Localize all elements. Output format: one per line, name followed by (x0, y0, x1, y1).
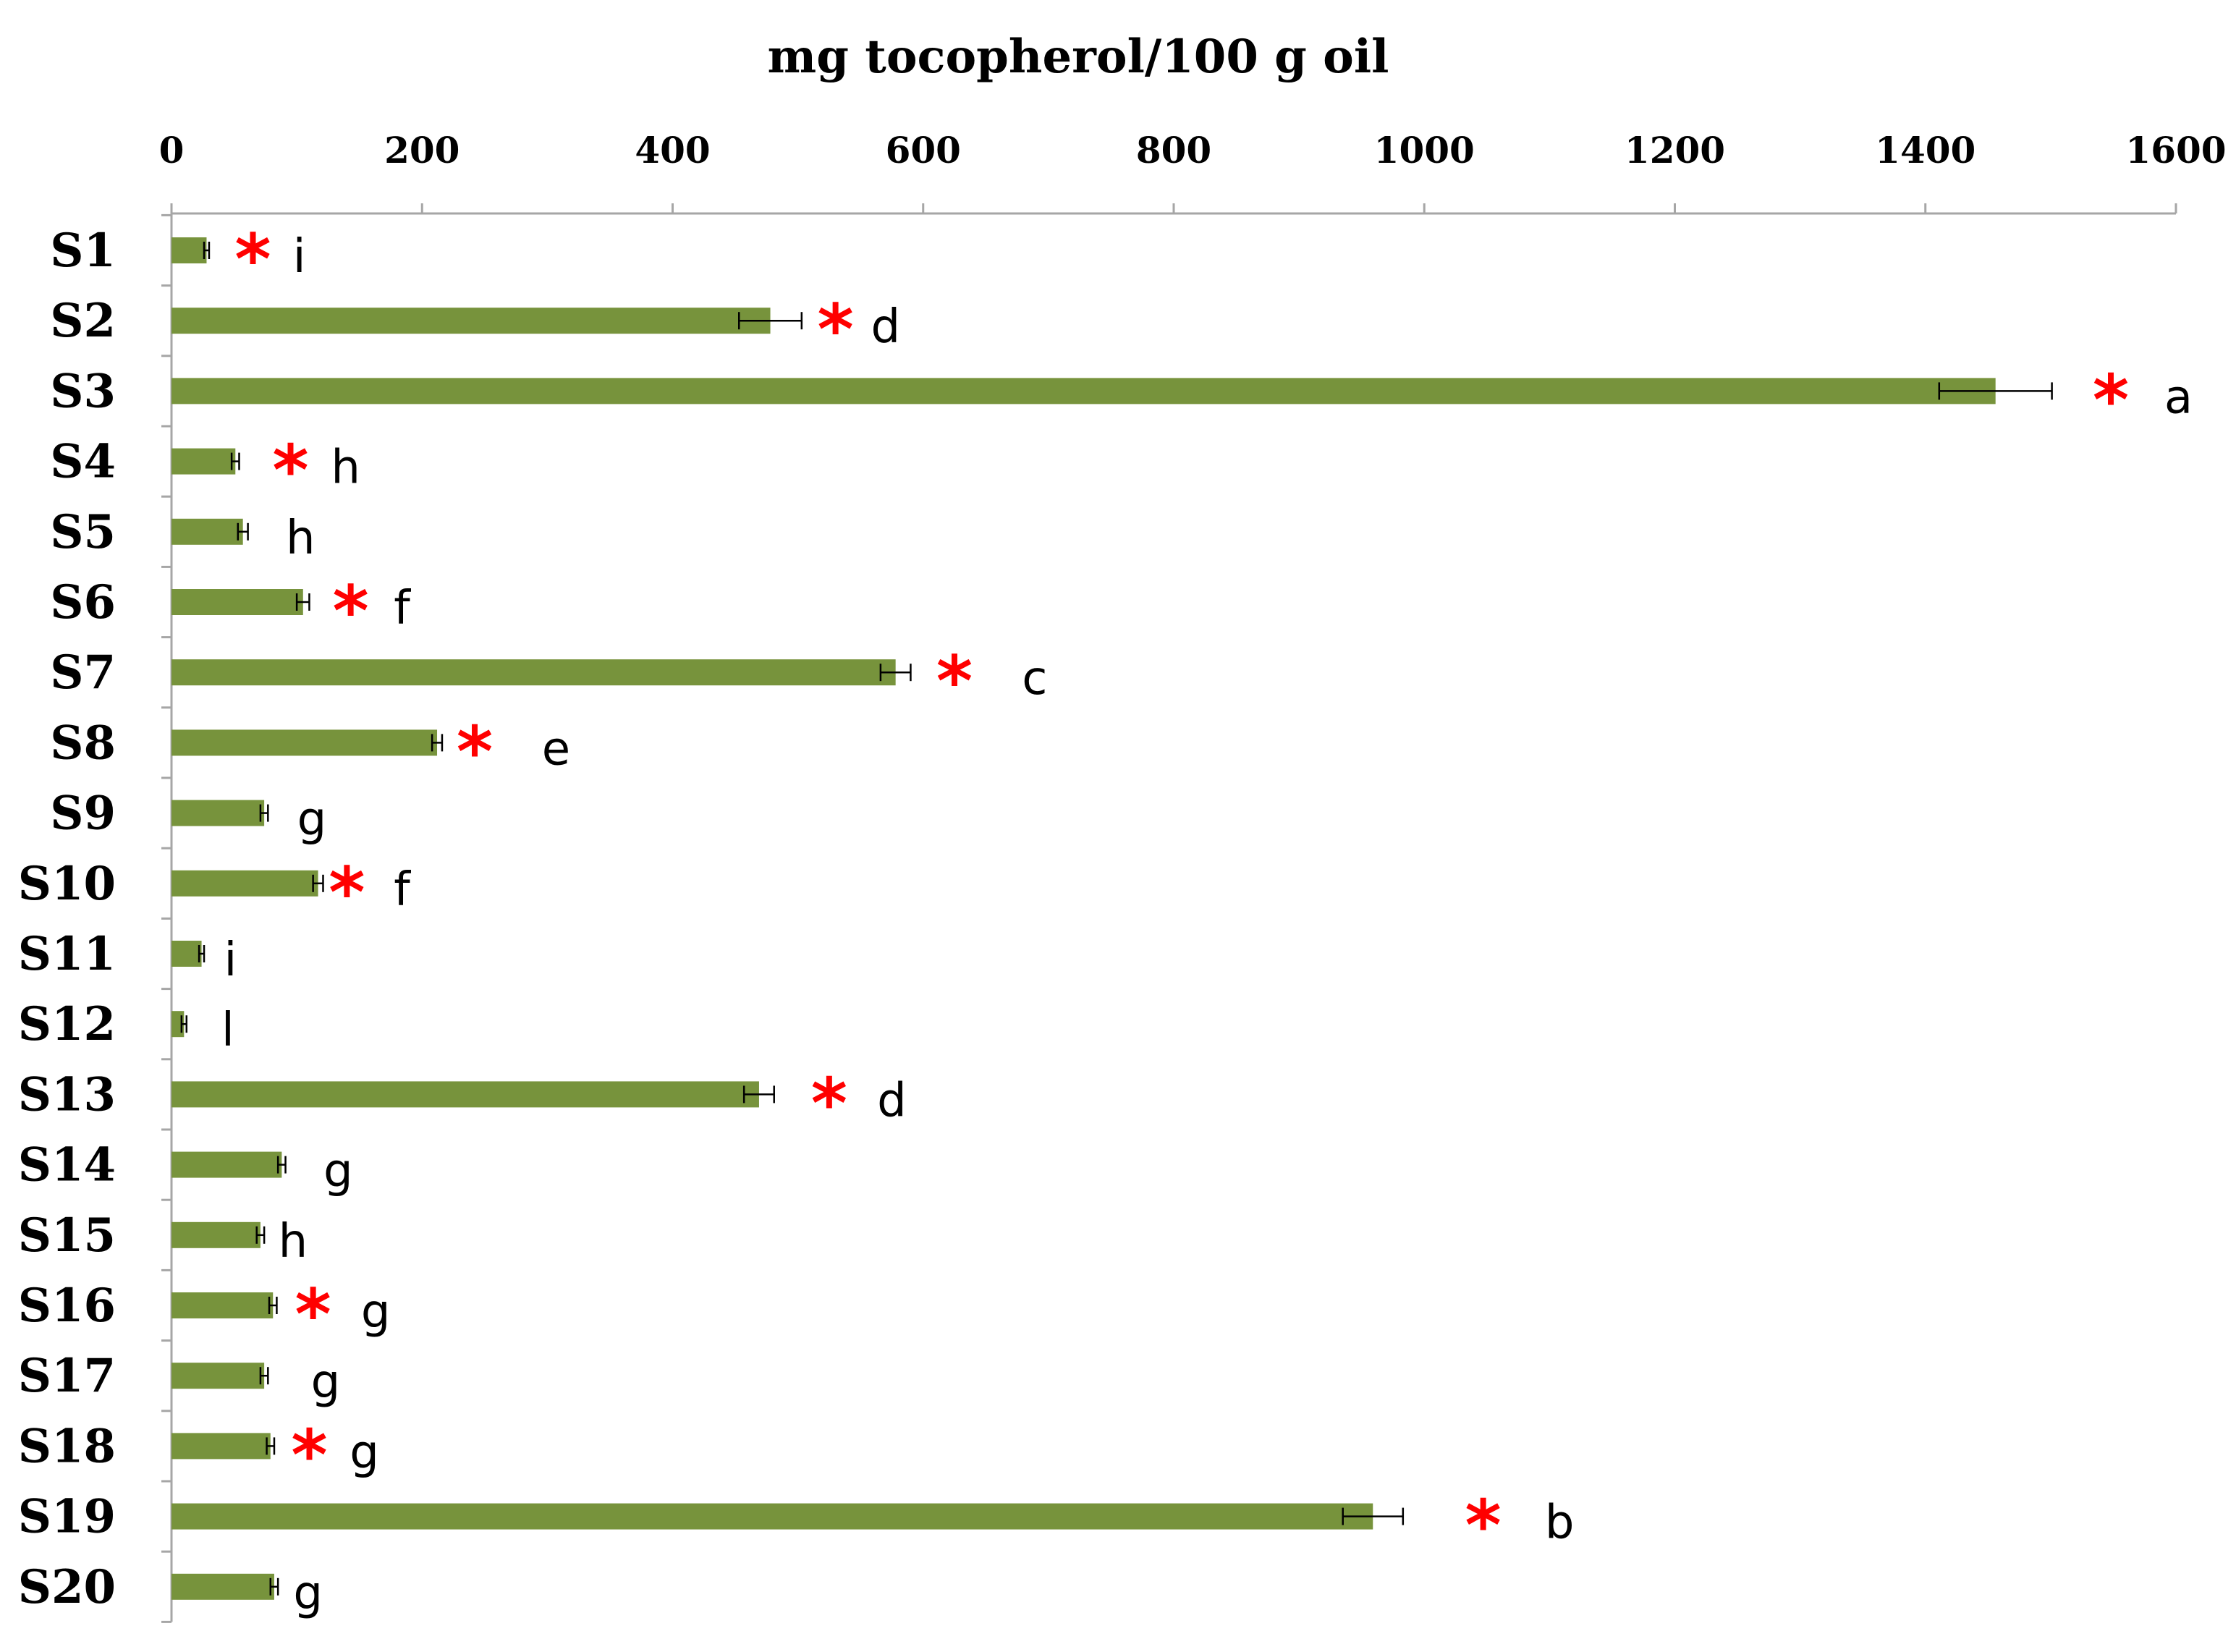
category-label: S11 (18, 927, 116, 981)
bar (171, 589, 303, 615)
category-label: S10 (18, 857, 116, 911)
error-bars (180, 242, 2053, 1596)
group-letter: g (293, 1567, 323, 1620)
bar (171, 378, 1996, 404)
bars (171, 237, 1996, 1600)
chart-title: mg tocopherol/100 g oil (768, 30, 1389, 84)
significance-star: * (272, 431, 308, 512)
bar (171, 1433, 271, 1460)
bar (171, 1221, 261, 1248)
bar (171, 448, 236, 475)
category-label: S16 (18, 1279, 116, 1333)
bar (171, 1573, 274, 1600)
group-letter: d (877, 1074, 907, 1127)
x-tick-label: 1200 (1625, 129, 1725, 171)
bar (171, 308, 771, 334)
category-label: S20 (18, 1560, 116, 1614)
x-tick-label: 0 (159, 129, 185, 171)
group-letter: i (224, 933, 237, 987)
significance-star: * (1465, 1486, 1502, 1567)
category-label: S2 (50, 294, 116, 348)
bar (171, 1363, 265, 1389)
category-label: S13 (18, 1067, 116, 1122)
significance-star: * (234, 219, 271, 300)
significance-star: * (817, 289, 853, 370)
group-letter: h (286, 512, 316, 565)
x-tick-label: 1400 (1875, 129, 1975, 171)
group-letter: i (293, 230, 306, 284)
category-label: S6 (50, 575, 116, 630)
category-label: S3 (50, 364, 116, 418)
significance-star: * (457, 711, 493, 792)
bar (171, 518, 243, 545)
category-label: S12 (18, 997, 116, 1051)
category-label: S8 (50, 716, 116, 770)
significance-star: * (811, 1063, 847, 1144)
x-tick-label: 1600 (2125, 129, 2226, 171)
significance-star: * (2093, 360, 2129, 441)
group-letter: d (871, 300, 901, 354)
group-letter: h (279, 1215, 308, 1268)
bar (171, 1081, 759, 1108)
x-tick-label: 400 (635, 129, 710, 171)
group-letter: a (2164, 370, 2193, 424)
group-letter: b (1545, 1496, 1575, 1550)
category-label: S14 (18, 1138, 116, 1193)
x-tick-label: 200 (384, 129, 460, 171)
category-label: S4 (50, 435, 116, 489)
bar (171, 941, 202, 967)
significance-star: * (332, 571, 368, 652)
bar (171, 659, 896, 686)
group-letter: g (323, 1145, 353, 1198)
x-tick-label: 800 (1136, 129, 1211, 171)
bar (171, 1292, 274, 1318)
significance-star: * (295, 1274, 331, 1355)
category-label: S1 (50, 224, 116, 278)
group-letter: g (350, 1426, 379, 1479)
bar (171, 870, 318, 897)
group-letter: c (1022, 652, 1047, 706)
group-letter: g (361, 1285, 391, 1339)
axes: 0 200 400 600 800 1000 1200 1400 1600 S1 S2 S3 S4 S5 S… (18, 129, 2227, 1623)
x-tick-label: 600 (886, 129, 961, 171)
group-letter: e (542, 722, 570, 776)
group-letter: g (297, 793, 327, 847)
bar (171, 237, 207, 263)
category-label: S9 (50, 787, 116, 841)
category-label: S19 (18, 1490, 116, 1544)
group-letter: f (394, 582, 411, 635)
significance-star: * (329, 852, 365, 933)
category-label: S5 (50, 505, 116, 559)
bar (171, 1503, 1373, 1530)
category-label: S18 (18, 1419, 116, 1473)
category-label: S15 (18, 1208, 116, 1263)
significance-star: * (936, 641, 973, 722)
group-letter: f (394, 863, 411, 917)
group-letter: g (311, 1355, 341, 1409)
bar (171, 800, 265, 826)
bar (171, 729, 438, 756)
category-label: S7 (50, 645, 116, 700)
significance-star: * (291, 1415, 327, 1496)
group-letter: h (331, 441, 360, 495)
group-letter: l (221, 1004, 234, 1057)
bar (171, 1151, 282, 1178)
x-tick-label: 1000 (1374, 129, 1475, 171)
category-label: S17 (18, 1349, 116, 1403)
